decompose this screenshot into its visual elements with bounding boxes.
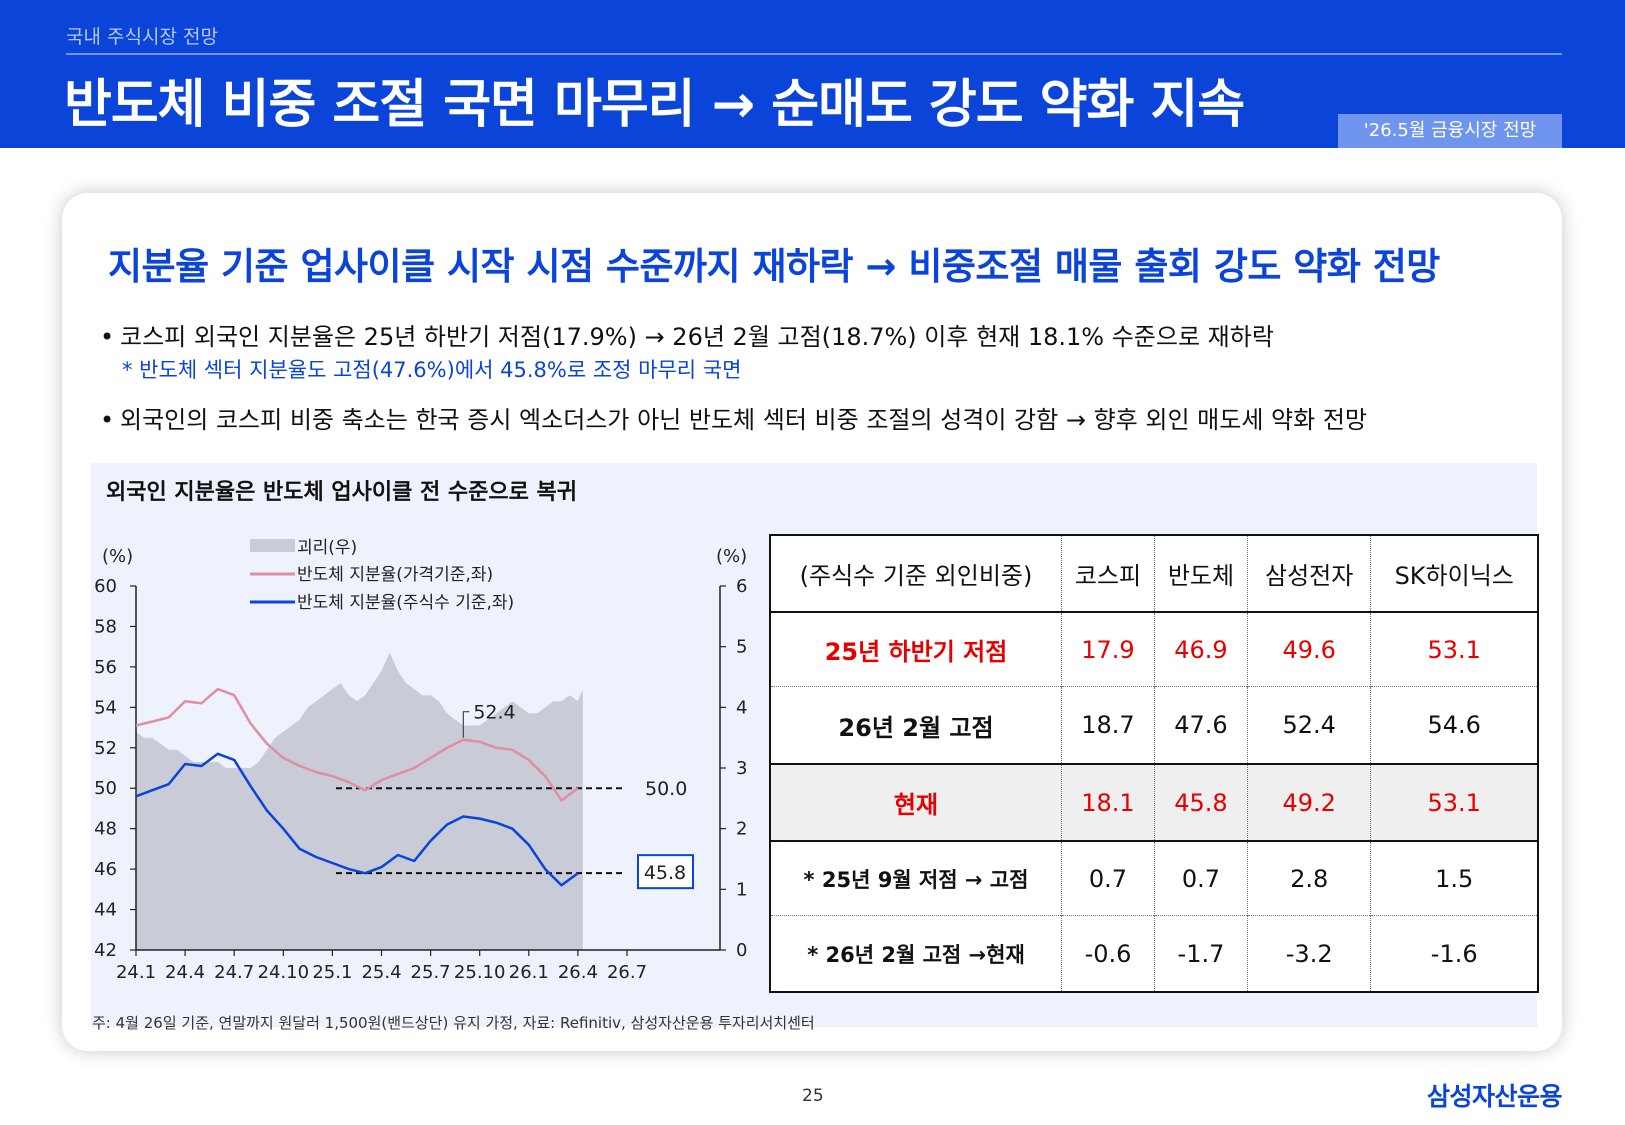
table-cell: -3.2 <box>1246 915 1371 992</box>
y-axis-left-unit: (%) <box>102 546 133 567</box>
headline: 지분율 기준 업사이클 시작 시점 수준까지 재하락 → 비중조절 매물 출회 … <box>108 245 1440 288</box>
table-header-cell: 삼성전자 <box>1246 535 1371 612</box>
x-tick-label: 26.7 <box>607 962 647 983</box>
y2-tick-label: 2 <box>736 819 747 840</box>
y-tick-label: 58 <box>94 616 117 637</box>
bullet-text: 외국인의 코스피 비중 축소는 한국 증시 엑소더스가 아닌 반도체 섹터 비중… <box>120 406 1367 434</box>
table-row-label: * 26년 2월 고점 →현재 <box>770 915 1062 992</box>
x-tick-label: 24.10 <box>258 962 310 983</box>
y-tick-label: 46 <box>94 859 117 880</box>
table-cell: -0.6 <box>1061 915 1155 992</box>
legend-label: 반도체 지분율(주식수 기준,좌) <box>297 593 514 613</box>
y-tick-label: 42 <box>94 940 117 961</box>
legend-swatch-gap <box>250 539 295 552</box>
source-footnote: 주: 4월 26일 기준, 연말까지 원달러 1,500원(밴드상단) 유지 가… <box>92 1014 815 1032</box>
table-row-current: 현재 18.1 45.8 49.2 53.1 <box>770 763 1538 841</box>
y-tick-label: 50 <box>94 778 117 799</box>
x-tick-label: 25.7 <box>411 962 451 983</box>
y-tick-label: 56 <box>94 657 117 678</box>
bullet-subnote: * 반도체 섹터 지분율도 고점(47.6%)에서 45.8%로 조정 마무리 … <box>122 358 742 382</box>
y-tick-label: 52 <box>94 738 117 759</box>
y-tick-label: 54 <box>94 697 117 718</box>
chart-panel-title: 외국인 지분율은 반도체 업사이클 전 수준으로 복귀 <box>106 480 577 505</box>
y2-tick-label: 0 <box>736 940 747 961</box>
bullet-item-2: • 외국인의 코스피 비중 축소는 한국 증시 엑소더스가 아닌 반도체 섹터 비… <box>100 400 1367 435</box>
x-tick-label: 25.10 <box>454 962 506 983</box>
table-row: * 25년 9월 저점 → 고점 0.7 0.7 2.8 1.5 <box>770 840 1538 916</box>
table-cell: 53.1 <box>1370 611 1538 687</box>
annotation-leader <box>462 711 470 738</box>
table-cell: 0.7 <box>1153 840 1248 916</box>
table-header-cell: 코스피 <box>1061 535 1155 612</box>
table-cell: 54.6 <box>1370 686 1538 764</box>
reference-label-box <box>637 854 694 890</box>
table-header-row: (주식수 기준 외인비중) 코스피 반도체 삼성전자 SK하이닉스 <box>770 535 1538 612</box>
company-logo: 삼성자산운용 <box>1426 1082 1563 1111</box>
legend-label: 반도체 지분율(가격기준,좌) <box>297 565 493 585</box>
series-line-share-basis <box>135 752 579 887</box>
table-header-cell: SK하이닉스 <box>1370 535 1538 612</box>
y2-tick-label: 5 <box>736 637 747 658</box>
table-cell: -1.6 <box>1370 915 1538 992</box>
bullet-text: 코스피 외국인 지분율은 25년 하반기 저점(17.9%) → 26년 2월 … <box>120 323 1274 351</box>
y2-tick-label: 1 <box>736 879 747 900</box>
x-tick-label: 25.1 <box>312 962 352 983</box>
series-line-price-basis <box>135 687 579 802</box>
table-cell: 45.8 <box>1153 763 1248 841</box>
header-band: 국내 주식시장 전망 반도체 비중 조절 국면 마무리 → 순매도 강도 약화 … <box>0 0 1625 148</box>
y-tick-label: 48 <box>94 819 117 840</box>
reference-label: 45.8 <box>644 862 686 884</box>
x-tick-label: 24.4 <box>165 962 205 983</box>
y2-tick-label: 6 <box>736 576 747 597</box>
bullet-dot: • <box>100 406 115 434</box>
table-cell: 47.6 <box>1153 686 1248 764</box>
table-cell: 1.5 <box>1370 840 1538 916</box>
table-cell: 0.7 <box>1061 840 1155 916</box>
table-cell: 46.9 <box>1153 611 1248 687</box>
page-number: 25 <box>802 1086 824 1106</box>
ownership-table: (주식수 기준 외인비중) 코스피 반도체 삼성전자 SK하이닉스 25년 하반… <box>769 534 1539 993</box>
table-cell: 18.7 <box>1061 686 1155 764</box>
header-rule <box>66 53 1562 55</box>
y2-tick-label: 4 <box>736 697 747 718</box>
table-row-label: 현재 <box>770 763 1062 841</box>
table-cell: 49.6 <box>1246 611 1371 687</box>
table-row: 26년 2월 고점 18.7 47.6 52.4 54.6 <box>770 686 1538 764</box>
table-cell: 18.1 <box>1061 763 1155 841</box>
y-tick-label: 60 <box>94 576 117 597</box>
table-row-label: * 25년 9월 저점 → 고점 <box>770 840 1062 916</box>
table-cell: 53.1 <box>1370 763 1538 841</box>
table-row-label: 25년 하반기 저점 <box>770 611 1062 687</box>
y-axis-right-unit: (%) <box>716 546 747 567</box>
report-badge: '26.5월 금융시장 전망 <box>1338 114 1562 148</box>
table-header-cell: 반도체 <box>1153 535 1248 612</box>
table-header-cell: (주식수 기준 외인비중) <box>770 535 1062 612</box>
table-row: * 26년 2월 고점 →현재 -0.6 -1.7 -3.2 -1.6 <box>770 915 1538 992</box>
table-cell: -1.7 <box>1153 915 1248 992</box>
page-title: 반도체 비중 조절 국면 마무리 → 순매도 강도 약화 지속 <box>64 75 1245 135</box>
reference-label: 50.0 <box>645 778 687 800</box>
legend-label: 괴리(우) <box>297 538 357 558</box>
section-label: 국내 주식시장 전망 <box>66 26 218 48</box>
bullet-item-1: • 코스피 외국인 지분율은 25년 하반기 저점(17.9%) → 26년 2월… <box>100 317 1274 352</box>
y2-tick-label: 3 <box>736 758 747 779</box>
x-tick-label: 26.1 <box>509 962 549 983</box>
x-tick-label: 25.4 <box>361 962 401 983</box>
x-tick-label: 24.1 <box>116 962 156 983</box>
table-cell: 17.9 <box>1061 611 1155 687</box>
table-cell: 49.2 <box>1246 763 1371 841</box>
table-cell: 52.4 <box>1246 686 1371 764</box>
y-tick-label: 44 <box>94 900 117 921</box>
annotation-label: 52.4 <box>473 702 515 724</box>
x-tick-label: 24.7 <box>214 962 254 983</box>
x-tick-label: 26.4 <box>558 962 598 983</box>
bullet-dot: • <box>100 323 115 351</box>
table-cell: 2.8 <box>1246 840 1371 916</box>
series-area-gap <box>136 652 583 950</box>
table-row: 25년 하반기 저점 17.9 46.9 49.6 53.1 <box>770 611 1538 687</box>
table-row-label: 26년 2월 고점 <box>770 686 1062 764</box>
